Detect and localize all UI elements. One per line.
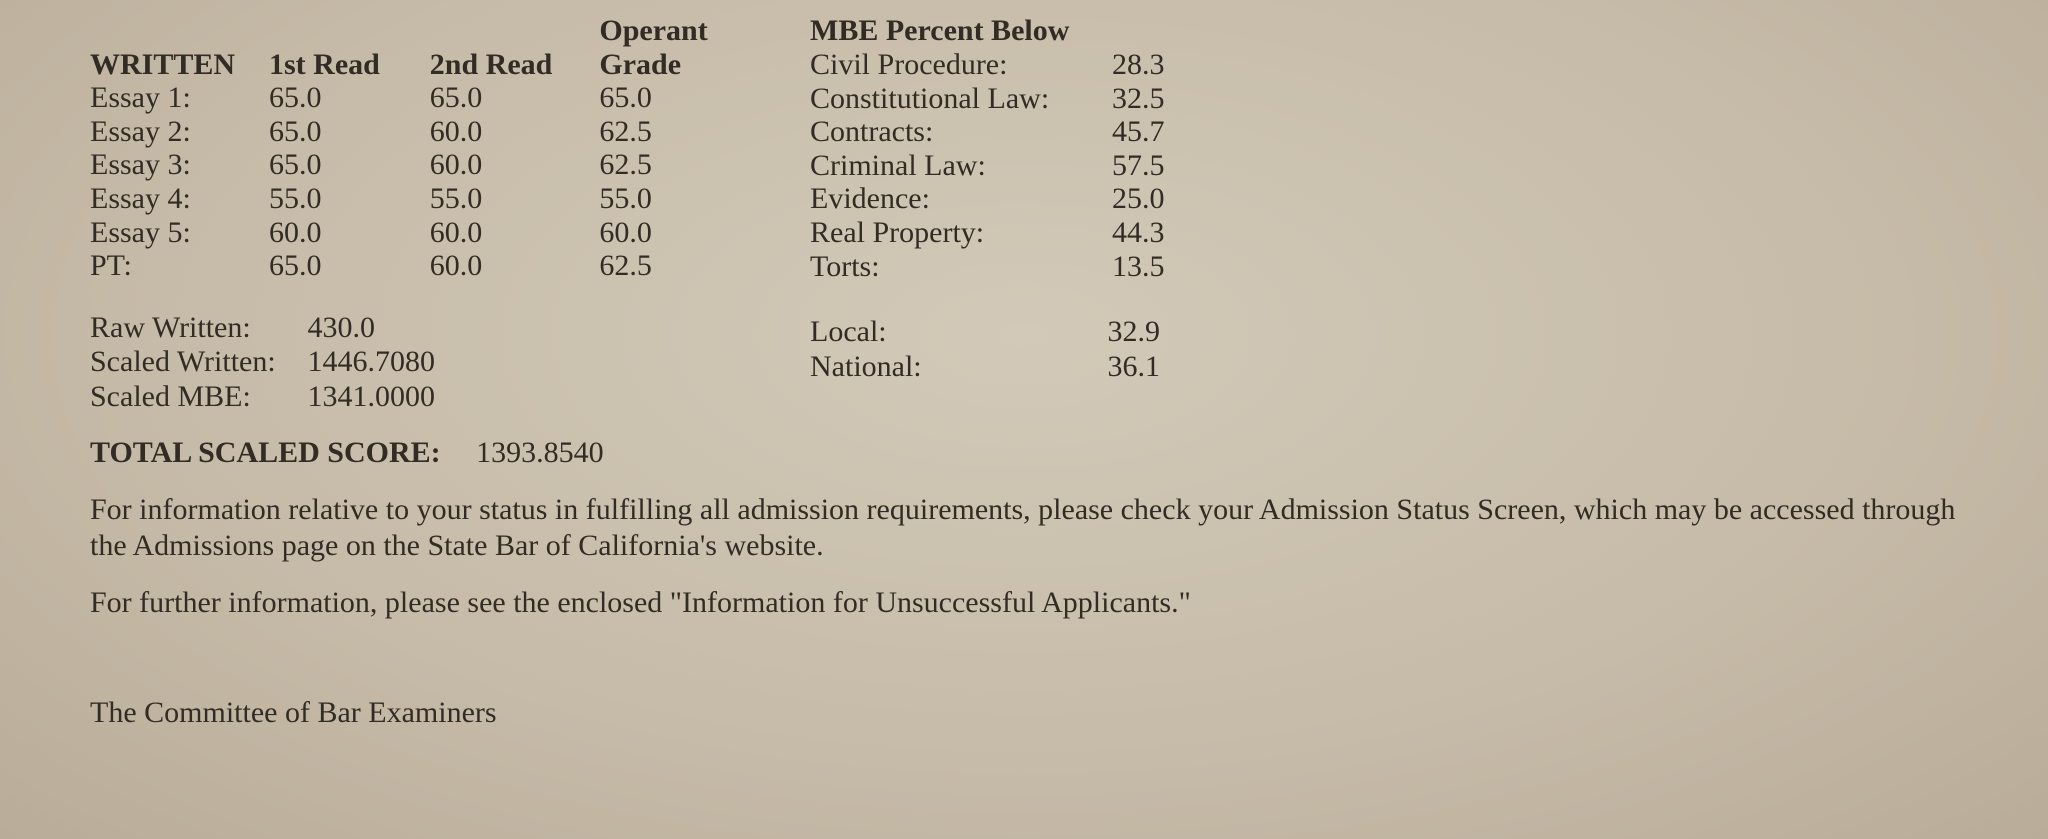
total-value: 1393.8540 bbox=[476, 436, 604, 469]
table-row: Essay 2: 65.0 60.0 62.5 bbox=[90, 115, 730, 149]
scaled-written-label: Scaled Written: bbox=[90, 345, 300, 380]
mbe-label: Evidence: bbox=[810, 182, 1112, 216]
local-value: 32.9 bbox=[1108, 315, 1161, 348]
written-header-operant: Operant Grade bbox=[599, 14, 730, 81]
mbe-value: 25.0 bbox=[1112, 182, 1224, 216]
operant-line1: Operant bbox=[599, 14, 718, 48]
written-header-row: WRITTEN 1st Read 2nd Read Operant Grade bbox=[90, 14, 730, 81]
mbe-value: 44.3 bbox=[1112, 216, 1224, 250]
table-row: PT: 65.0 60.0 62.5 bbox=[90, 249, 730, 283]
mbe-label: Torts: bbox=[810, 250, 1112, 284]
right-summary: Local: 32.9 National: 36.1 bbox=[810, 315, 1350, 384]
essay-label: Essay 4: bbox=[90, 182, 269, 216]
national-value: 36.1 bbox=[1108, 350, 1161, 383]
scaled-written-row: Scaled Written: 1446.7080 bbox=[90, 345, 730, 380]
raw-written-row: Raw Written: 430.0 bbox=[90, 311, 730, 346]
essay-label: Essay 5: bbox=[90, 216, 269, 250]
written-header-written: WRITTEN bbox=[90, 14, 269, 81]
total-scaled-score: TOTAL SCALED SCORE: 1393.8540 bbox=[90, 436, 1958, 470]
mbe-value: 57.5 bbox=[1112, 149, 1224, 183]
signature-line: The Committee of Bar Examiners bbox=[90, 696, 1958, 730]
essay-label: Essay 3: bbox=[90, 148, 269, 182]
raw-written-label: Raw Written: bbox=[90, 311, 300, 346]
essay-1st: 65.0 bbox=[269, 81, 430, 115]
essay-1st: 60.0 bbox=[269, 216, 430, 250]
national-row: National: 36.1 bbox=[810, 350, 1350, 385]
written-block: WRITTEN 1st Read 2nd Read Operant Grade … bbox=[90, 14, 730, 414]
table-row: Constitutional Law: 32.5 bbox=[810, 82, 1224, 116]
mbe-block: MBE Percent Below Civil Procedure: 28.3 … bbox=[810, 14, 1350, 414]
essay-2nd: 55.0 bbox=[430, 182, 600, 216]
info-paragraph-2: For further information, please see the … bbox=[90, 585, 1958, 620]
raw-written-value: 430.0 bbox=[308, 311, 376, 344]
table-row: Essay 4: 55.0 55.0 55.0 bbox=[90, 182, 730, 216]
national-label: National: bbox=[810, 350, 1100, 385]
local-row: Local: 32.9 bbox=[810, 315, 1350, 350]
table-row: Essay 1: 65.0 65.0 65.0 bbox=[90, 81, 730, 115]
mbe-label: Contracts: bbox=[810, 115, 1112, 149]
mbe-value: 45.7 bbox=[1112, 115, 1224, 149]
essay-og: 65.0 bbox=[599, 81, 730, 115]
mbe-label: Civil Procedure: bbox=[810, 48, 1112, 82]
essay-2nd: 65.0 bbox=[430, 81, 600, 115]
written-header-2nd: 2nd Read bbox=[430, 14, 600, 81]
mbe-label: Criminal Law: bbox=[810, 149, 1112, 183]
written-header-1st: 1st Read bbox=[269, 14, 430, 81]
essay-og: 55.0 bbox=[599, 182, 730, 216]
score-report-page: WRITTEN 1st Read 2nd Read Operant Grade … bbox=[0, 0, 2048, 839]
total-label: TOTAL SCALED SCORE: bbox=[90, 436, 441, 469]
essay-2nd: 60.0 bbox=[430, 115, 600, 149]
essay-1st: 65.0 bbox=[269, 148, 430, 182]
essay-og: 62.5 bbox=[599, 249, 730, 283]
essay-og: 62.5 bbox=[599, 148, 730, 182]
table-row: Real Property: 44.3 bbox=[810, 216, 1224, 250]
table-row: Evidence: 25.0 bbox=[810, 182, 1224, 216]
table-row: Civil Procedure: 28.3 bbox=[810, 48, 1224, 82]
scaled-mbe-value: 1341.0000 bbox=[308, 380, 436, 413]
essay-og: 60.0 bbox=[599, 216, 730, 250]
mbe-value: 32.5 bbox=[1112, 82, 1224, 116]
table-row: Torts: 13.5 bbox=[810, 250, 1224, 284]
mbe-label: Real Property: bbox=[810, 216, 1112, 250]
mbe-table: Civil Procedure: 28.3 Constitutional Law… bbox=[810, 48, 1224, 283]
operant-line2: Grade bbox=[599, 48, 718, 82]
essay-2nd: 60.0 bbox=[430, 148, 600, 182]
essay-1st: 65.0 bbox=[269, 249, 430, 283]
essay-2nd: 60.0 bbox=[430, 249, 600, 283]
left-summary: Raw Written: 430.0 Scaled Written: 1446.… bbox=[90, 311, 730, 415]
essay-label: Essay 1: bbox=[90, 81, 269, 115]
written-table: WRITTEN 1st Read 2nd Read Operant Grade … bbox=[90, 14, 730, 283]
essay-og: 62.5 bbox=[599, 115, 730, 149]
scaled-written-value: 1446.7080 bbox=[308, 345, 436, 378]
mbe-title: MBE Percent Below bbox=[810, 14, 1350, 48]
essay-1st: 55.0 bbox=[269, 182, 430, 216]
top-columns: WRITTEN 1st Read 2nd Read Operant Grade … bbox=[90, 14, 1958, 414]
essay-label: Essay 2: bbox=[90, 115, 269, 149]
essay-2nd: 60.0 bbox=[430, 216, 600, 250]
info-paragraph-1: For information relative to your status … bbox=[90, 492, 1958, 563]
scaled-mbe-label: Scaled MBE: bbox=[90, 380, 300, 415]
table-row: Criminal Law: 57.5 bbox=[810, 149, 1224, 183]
mbe-value: 28.3 bbox=[1112, 48, 1224, 82]
table-row: Essay 5: 60.0 60.0 60.0 bbox=[90, 216, 730, 250]
local-label: Local: bbox=[810, 315, 1100, 350]
table-row: Contracts: 45.7 bbox=[810, 115, 1224, 149]
essay-label: PT: bbox=[90, 249, 269, 283]
scaled-mbe-row: Scaled MBE: 1341.0000 bbox=[90, 380, 730, 415]
mbe-value: 13.5 bbox=[1112, 250, 1224, 284]
table-row: Essay 3: 65.0 60.0 62.5 bbox=[90, 148, 730, 182]
mbe-label: Constitutional Law: bbox=[810, 82, 1112, 116]
essay-1st: 65.0 bbox=[269, 115, 430, 149]
